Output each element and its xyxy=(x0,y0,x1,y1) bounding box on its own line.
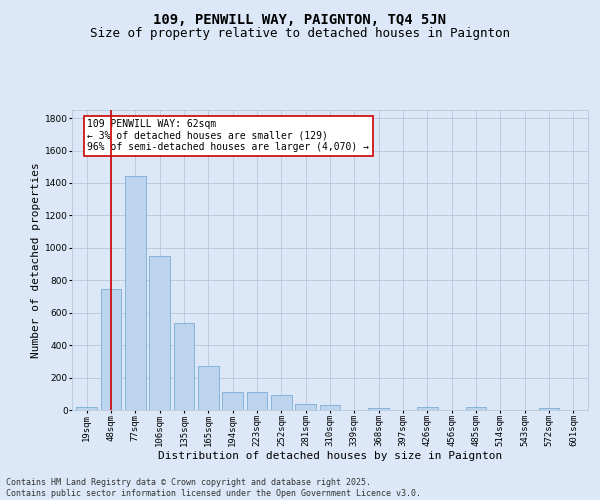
Bar xyxy=(417,407,438,410)
Bar xyxy=(125,176,146,410)
X-axis label: Distribution of detached houses by size in Paignton: Distribution of detached houses by size … xyxy=(158,450,502,460)
Bar xyxy=(198,366,218,410)
Bar xyxy=(466,407,487,410)
Text: Size of property relative to detached houses in Paignton: Size of property relative to detached ho… xyxy=(90,28,510,40)
Text: 109, PENWILL WAY, PAIGNTON, TQ4 5JN: 109, PENWILL WAY, PAIGNTON, TQ4 5JN xyxy=(154,12,446,26)
Bar xyxy=(295,404,316,410)
Bar xyxy=(222,392,243,410)
Bar xyxy=(539,408,559,410)
Y-axis label: Number of detached properties: Number of detached properties xyxy=(31,162,41,358)
Bar xyxy=(320,405,340,410)
Bar xyxy=(101,289,121,410)
Bar xyxy=(76,407,97,410)
Bar xyxy=(271,396,292,410)
Text: Contains HM Land Registry data © Crown copyright and database right 2025.
Contai: Contains HM Land Registry data © Crown c… xyxy=(6,478,421,498)
Text: 109 PENWILL WAY: 62sqm
← 3% of detached houses are smaller (129)
96% of semi-det: 109 PENWILL WAY: 62sqm ← 3% of detached … xyxy=(88,119,370,152)
Bar xyxy=(149,256,170,410)
Bar xyxy=(368,408,389,410)
Bar xyxy=(247,392,268,410)
Bar xyxy=(173,323,194,410)
